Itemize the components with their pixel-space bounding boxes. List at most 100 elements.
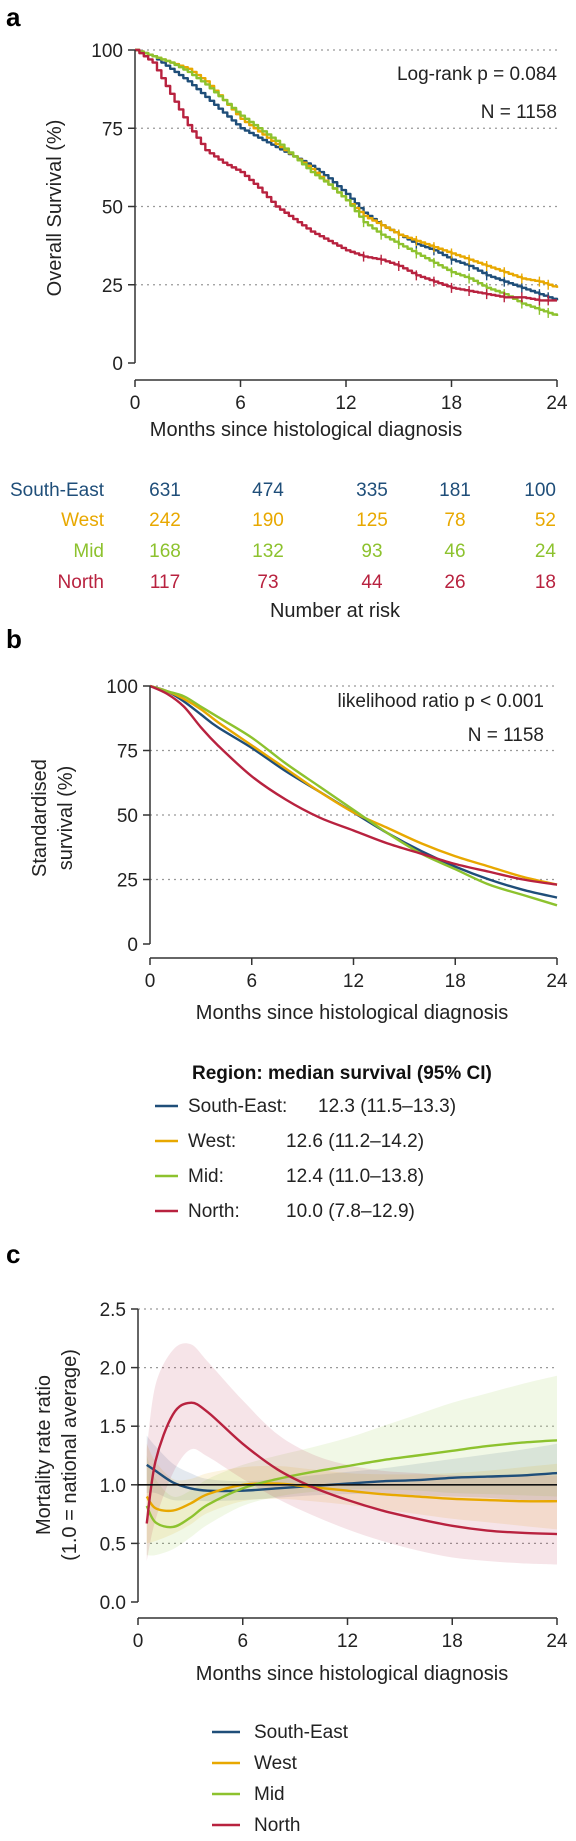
annotation-lr: likelihood ratio p < 0.001 <box>337 691 544 712</box>
y-axis-title-a: Overall Survival (%) <box>44 120 66 297</box>
series-line-south-east <box>135 48 559 301</box>
panel-c: c 0.0 0.5 1.0 1.5 2.0 2.5 0 6 12 18 24 Months sinc… <box>6 1239 568 1685</box>
y-axis-title-c-line2: (1.0 = national average) <box>59 1349 81 1561</box>
risk-row-mid: Mid 168 132 93 46 24 <box>73 541 556 562</box>
x-tick-label-6: 6 <box>237 1631 248 1652</box>
risk-row-label: West <box>61 510 105 531</box>
panel-a: a 0 25 50 75 100 0 6 12 18 24 Months since histol… <box>6 2 568 441</box>
x-tick-label-6: 6 <box>246 971 257 992</box>
confidence-band-north <box>146 1343 558 1565</box>
legend-b-item-west: West: 12.6 (11.2–14.2) <box>155 1131 424 1152</box>
y-tick-label-75: 75 <box>102 119 123 140</box>
risk-cell: 78 <box>444 510 465 531</box>
panel-b: b 0 25 50 75 100 0 6 12 18 24 Months since histol… <box>6 624 568 1024</box>
legend-b-title: Region: median survival (95% CI) <box>192 1063 492 1084</box>
legend-b-label: West: <box>188 1131 236 1152</box>
series-group-b <box>149 684 558 907</box>
series-group-a <box>135 48 559 318</box>
legend-c-label: South-East <box>254 1722 349 1743</box>
risk-row-south-east: South-East 631 474 335 181 100 <box>10 480 556 501</box>
x-axis-title-c: Months since histological diagnosis <box>196 1663 508 1685</box>
risk-row-north: North 117 73 44 26 18 <box>58 572 556 593</box>
risk-cell: 93 <box>361 541 382 562</box>
risk-cell: 52 <box>535 510 556 531</box>
y-tick-label-25: 25 <box>117 871 138 892</box>
y-tick-label-1-5: 1.5 <box>100 1417 126 1438</box>
legend-c-item-west: West <box>212 1753 298 1774</box>
risk-cell: 631 <box>149 480 181 501</box>
x-tick-label-6: 6 <box>235 393 246 414</box>
series-line-west <box>149 684 558 886</box>
censor-marks-north <box>362 251 549 306</box>
legend-c-item-north: North <box>212 1815 300 1836</box>
series-line-mid <box>149 684 558 907</box>
annotation-n-b: N = 1158 <box>468 725 544 746</box>
panel-letter-b: b <box>6 624 22 654</box>
risk-cell: 242 <box>149 510 181 531</box>
legend-b-item-north: North: 10.0 (7.8–12.9) <box>155 1201 415 1222</box>
axes-c: 0.0 0.5 1.0 1.5 2.0 2.5 0 6 12 18 24 <box>100 1300 568 1652</box>
x-tick-label-0: 0 <box>133 1631 144 1652</box>
risk-cell: 181 <box>439 480 471 501</box>
y-tick-label-25: 25 <box>102 276 123 297</box>
risk-cell: 117 <box>150 572 180 593</box>
x-axis-title-a: Months since histological diagnosis <box>150 419 462 441</box>
y-tick-label-50: 50 <box>117 806 138 827</box>
legend-b-label: Mid: <box>188 1166 224 1187</box>
legend-b-value: 12.3 (11.5–13.3) <box>318 1096 456 1117</box>
risk-row-label: North <box>58 572 104 593</box>
legend-b-value: 12.4 (11.0–13.8) <box>286 1166 424 1187</box>
legend-c: South-East West Mid North <box>212 1722 349 1836</box>
y-axis-title-c-line1: Mortality rate ratio <box>33 1375 55 1535</box>
risk-table-title: Number at risk <box>270 600 401 622</box>
legend-b-label: South-East: <box>188 1096 287 1117</box>
risk-cell: 24 <box>535 541 557 562</box>
y-tick-label-2-0: 2.0 <box>100 1359 126 1380</box>
legend-c-label: Mid <box>254 1784 285 1805</box>
x-tick-label-12: 12 <box>343 971 364 992</box>
grid-b <box>150 685 557 881</box>
risk-cell: 26 <box>444 572 465 593</box>
risk-cell: 168 <box>149 541 181 562</box>
series-group-c <box>145 1401 558 1536</box>
risk-cell: 190 <box>252 510 284 531</box>
confidence-band-west <box>146 1443 558 1544</box>
x-tick-label-24: 24 <box>546 971 568 992</box>
legend-b-value: 12.6 (11.2–14.2) <box>286 1131 424 1152</box>
y-tick-label-0: 0 <box>127 935 138 956</box>
legend-c-label: West <box>254 1753 298 1774</box>
series-line-mid <box>145 1439 558 1529</box>
x-tick-label-12: 12 <box>335 393 356 414</box>
risk-row-label: Mid <box>73 541 104 562</box>
x-tick-label-18: 18 <box>441 393 462 414</box>
x-tick-label-0: 0 <box>145 971 156 992</box>
series-line-north <box>145 1401 558 1536</box>
panel-letter-c: c <box>6 1239 20 1269</box>
x-tick-label-24: 24 <box>546 393 568 414</box>
risk-cell: 18 <box>535 572 556 593</box>
x-tick-label-24: 24 <box>546 1631 568 1652</box>
x-tick-label-18: 18 <box>445 971 466 992</box>
legend-b-item-south-east: South-East: 12.3 (11.5–13.3) <box>155 1096 456 1117</box>
axes-a: 0 25 50 75 100 0 6 12 18 24 <box>91 41 568 414</box>
x-axis-title-b: Months since histological diagnosis <box>196 1002 508 1024</box>
grid-a <box>135 49 557 286</box>
panel-letter-a: a <box>6 2 21 32</box>
legend-c-label: North <box>254 1815 300 1836</box>
x-tick-label-0: 0 <box>130 393 141 414</box>
legend-b-label: North: <box>188 1201 240 1222</box>
risk-cell: 474 <box>252 480 284 501</box>
legend-c-item-mid: Mid <box>212 1784 285 1805</box>
y-tick-label-1-0: 1.0 <box>100 1476 126 1497</box>
risk-cell: 44 <box>361 572 383 593</box>
legend-b-item-mid: Mid: 12.4 (11.0–13.8) <box>155 1166 424 1187</box>
y-tick-label-2-5: 2.5 <box>100 1300 126 1321</box>
risk-cell: 125 <box>356 510 388 531</box>
risk-cell: 132 <box>252 541 284 562</box>
series-line-north <box>149 684 558 886</box>
y-axis-title-b-line2: survival (%) <box>55 766 77 870</box>
legend-c-item-south-east: South-East <box>212 1722 349 1743</box>
y-axis-title-b-line1: Standardised <box>29 759 51 877</box>
legend-b-value: 10.0 (7.8–12.9) <box>286 1201 415 1222</box>
